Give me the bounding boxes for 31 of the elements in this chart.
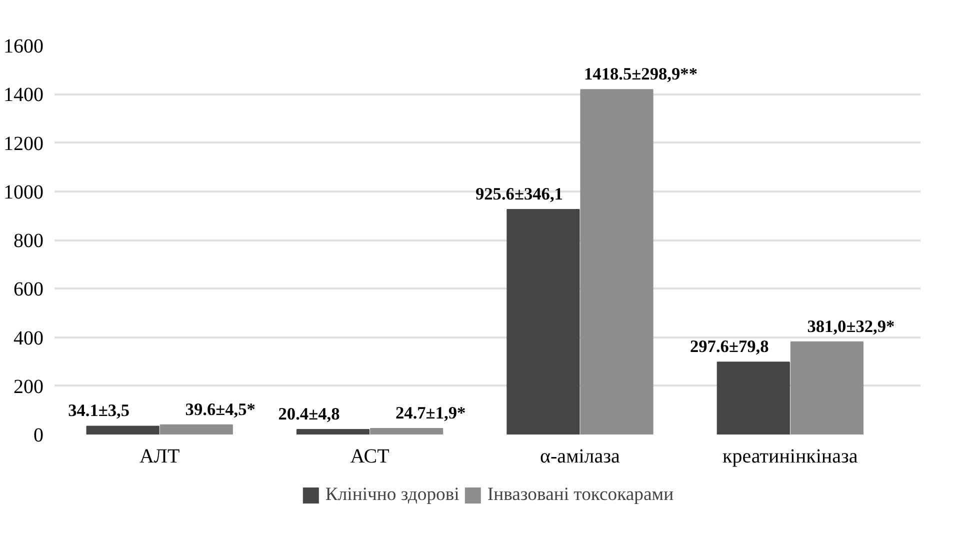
- y-tick-label: 1400: [4, 84, 44, 106]
- data-label: 20.4±4,8: [278, 404, 340, 424]
- y-tick-label: 1000: [4, 181, 44, 204]
- data-label: 24.7±1,9*: [395, 403, 466, 422]
- bar: [580, 89, 654, 434]
- bar: [370, 428, 444, 434]
- y-tick-label: 1200: [4, 132, 44, 155]
- y-tick-label: 0: [34, 424, 44, 446]
- bar: [160, 424, 233, 434]
- legend-label: Клінічно здорові: [325, 484, 460, 506]
- y-tick-label: 1600: [4, 36, 44, 58]
- data-label: 925.6±346,1: [475, 184, 563, 204]
- data-label: 39.6±4,5*: [185, 400, 256, 419]
- bar: [716, 362, 790, 434]
- bar: [506, 208, 580, 434]
- data-label: 1418.5±298,9**: [584, 64, 698, 84]
- legend-label: Інвазовані токсокарами: [487, 484, 674, 506]
- data-label: 297.6±79,8: [690, 337, 770, 356]
- data-label: 34.1±3,5: [68, 401, 130, 420]
- x-tick-label: креатинінкіназа: [722, 446, 858, 468]
- bar: [296, 429, 370, 434]
- y-tick-label: 200: [14, 376, 44, 398]
- y-tick-label: 600: [14, 278, 44, 301]
- data-label: 381,0±32,9*: [807, 316, 895, 336]
- x-tick-label: АСТ: [350, 446, 390, 468]
- y-tick-label: 800: [14, 230, 44, 252]
- bar: [86, 426, 160, 434]
- x-tick-label: АЛТ: [139, 446, 180, 468]
- bar: [790, 341, 864, 434]
- x-tick-label: α-амілаза: [540, 446, 620, 468]
- y-tick-label: 400: [14, 327, 44, 350]
